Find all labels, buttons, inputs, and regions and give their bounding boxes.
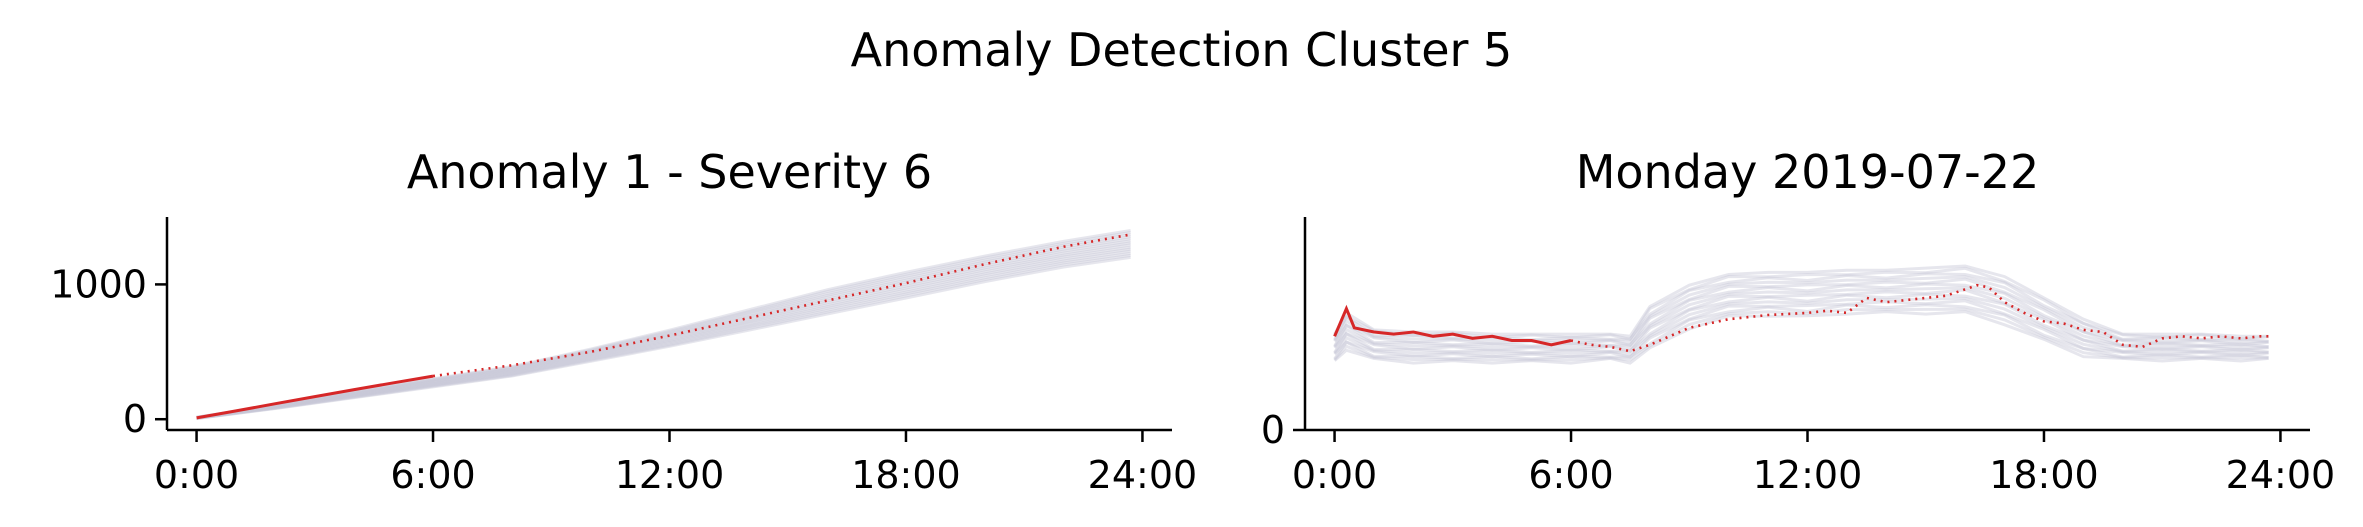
right-background-line: [1333, 288, 2269, 353]
right-solid-series-line: [1333, 304, 1572, 347]
right-background-line: [1333, 275, 2269, 344]
left-background-line: [196, 229, 1131, 419]
left-highlight-series: [196, 233, 1131, 420]
left-background-line: [196, 231, 1131, 419]
left-y-tick-label: 1000: [50, 262, 147, 306]
right-dotted-series-line: [1570, 283, 2269, 353]
left-chart-panel: Anomaly 1 - Severity 6 0:00 6:00 12:00 18:0…: [50, 145, 1197, 497]
right-chart-title: Monday 2019-07-22: [1576, 145, 2040, 199]
left-background-line: [196, 251, 1131, 420]
left-background-line: [196, 237, 1131, 419]
left-axes: 0:00 6:00 12:00 18:00 24:00 0 1000: [50, 217, 1197, 497]
right-background-line: [1333, 282, 2269, 349]
left-x-tick-label: 12:00: [615, 453, 725, 497]
right-background-line: [1333, 307, 2269, 362]
left-x-tick-label: 18:00: [851, 453, 961, 497]
right-y-tick-label: 0: [1261, 408, 1285, 452]
right-x-tick-label: 12:00: [1753, 453, 1863, 497]
right-background-line: [1333, 264, 2269, 338]
right-x-tick-label: 6:00: [1528, 453, 1613, 497]
left-dotted-series-line: [432, 233, 1131, 378]
left-background-series: [196, 229, 1131, 420]
left-background-line: [196, 249, 1131, 420]
right-chart-panel: Monday 2019-07-22 0:00 6:00 12:00 18:00 24:0…: [1261, 145, 2335, 497]
left-background-line: [196, 243, 1131, 420]
right-background-series: [1333, 264, 2269, 365]
right-background-line: [1333, 266, 2269, 342]
left-background-line: [196, 245, 1131, 420]
left-background-line: [196, 255, 1131, 420]
left-background-line: [196, 253, 1131, 420]
right-background-line: [1333, 303, 2269, 361]
left-x-tick-label: 0:00: [154, 453, 239, 497]
left-solid-series-line: [196, 374, 434, 420]
right-background-line: [1333, 299, 2269, 359]
figure-title: Anomaly Detection Cluster 5: [850, 23, 1513, 77]
right-x-tick-label: 18:00: [1989, 453, 2099, 497]
right-x-tick-label: 24:00: [2226, 453, 2336, 497]
right-background-line: [1333, 296, 2269, 356]
left-background-line: [196, 235, 1131, 419]
right-x-tick-label: 0:00: [1292, 453, 1377, 497]
right-highlight-series: [1333, 283, 2269, 353]
left-x-tick-label: 6:00: [390, 453, 475, 497]
left-background-line: [196, 247, 1131, 420]
left-background-line: [196, 241, 1131, 420]
right-background-line: [1333, 286, 2269, 350]
right-axes: 0:00 6:00 12:00 18:00 24:00 0: [1261, 217, 2335, 497]
left-chart-title: Anomaly 1 - Severity 6: [407, 145, 932, 199]
right-background-line: [1333, 292, 2269, 355]
left-x-tick-label: 24:00: [1088, 453, 1198, 497]
left-y-tick-label: 0: [123, 397, 147, 441]
left-background-line: [196, 233, 1131, 419]
